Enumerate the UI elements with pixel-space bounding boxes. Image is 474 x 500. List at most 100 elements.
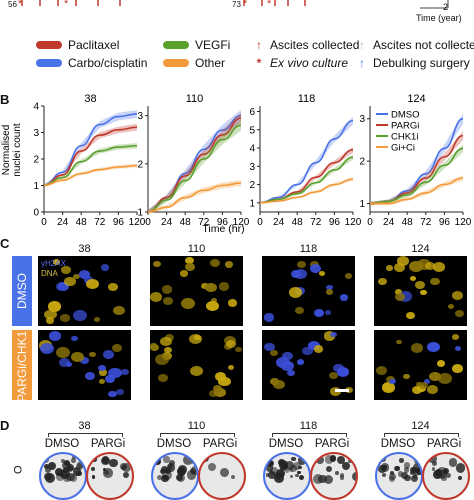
nucleus (48, 330, 62, 341)
legend-label: Carbo/cisplatin (68, 56, 148, 70)
row-label-dmso: DMSO (12, 256, 32, 326)
nucleus (394, 263, 406, 273)
y-tick-label: 3 (137, 111, 143, 122)
nucleus (323, 331, 335, 341)
series-line-chki (369, 147, 464, 205)
colony (61, 458, 66, 464)
y-axis-label: Normalisednuclei count (1, 123, 23, 177)
y-tick-label: 3 (359, 114, 365, 125)
colony (434, 468, 442, 477)
nucleus (104, 374, 116, 384)
panel-d-title: 38 (78, 420, 91, 432)
x-tick-label: 120 (345, 217, 362, 228)
nucleus (188, 333, 202, 345)
x-tick-label: 72 (310, 217, 322, 228)
nucleus (302, 346, 313, 356)
group-bracket (48, 433, 123, 437)
legend-label: PARGi (391, 121, 419, 132)
nucleus (394, 288, 403, 295)
colony (449, 458, 458, 467)
series-line-pargi (147, 117, 242, 213)
y-tick-label: 5 (249, 125, 255, 136)
colony (121, 465, 126, 470)
nucleus (73, 274, 81, 280)
colony (90, 467, 96, 472)
colony (167, 463, 176, 472)
group-bracket (272, 433, 347, 437)
colony (351, 471, 356, 481)
colony (109, 458, 118, 468)
nucleus (455, 345, 462, 351)
colony (208, 463, 217, 472)
colony (457, 475, 463, 481)
legend-label: CHK1i (391, 132, 418, 143)
colony (265, 454, 269, 458)
colony (318, 474, 327, 484)
colony (316, 456, 325, 464)
ex-vivo-marker: * (18, 0, 23, 10)
micrograph (374, 330, 467, 400)
colony (298, 474, 304, 480)
y-tick-label: 1 (33, 181, 39, 192)
nucleus (60, 314, 70, 322)
colony (220, 468, 229, 477)
nucleus (214, 387, 226, 398)
x-tick-label: 120 (455, 217, 472, 228)
row-label-text: PARGi/CHK1i (15, 328, 30, 402)
colony (45, 466, 52, 474)
nucleus (98, 378, 105, 384)
colony (291, 456, 296, 462)
nucleus (405, 312, 415, 320)
nucleus (234, 346, 242, 353)
x-tick-label: 24 (273, 217, 285, 228)
x-tick-label: 72 (198, 217, 210, 228)
row-label-text: DMSO (15, 273, 29, 309)
nucleus (39, 342, 54, 354)
y-tick-label: 0 (33, 208, 39, 219)
colony (42, 455, 50, 463)
panel-d-row-label: DMSO (8, 458, 25, 475)
nucleus (420, 289, 427, 295)
nucleus (225, 339, 237, 349)
colony (103, 468, 113, 478)
colony (325, 465, 333, 472)
nucleus (415, 261, 424, 268)
colony (101, 455, 110, 464)
legend-label: Gi+Ci (391, 143, 415, 154)
nucleus (333, 363, 344, 373)
series-line-gici (147, 182, 242, 213)
colony (335, 471, 339, 475)
x-tick-label: 120 (233, 217, 250, 228)
legend-paclitaxel: Paclitaxel (36, 38, 119, 52)
colony (431, 467, 436, 471)
condition-label-pargi: PARGi (314, 438, 350, 450)
colony-well (422, 452, 470, 500)
colony-well (151, 452, 199, 500)
nucleus (116, 388, 125, 396)
time-axis-label: Time (year) (416, 13, 462, 23)
legend-label: VEGFi (195, 38, 231, 52)
y-tick-label: 4 (249, 144, 255, 155)
colony (54, 467, 64, 477)
colony (441, 475, 447, 482)
nucleus (181, 298, 195, 310)
nucleus (325, 310, 332, 316)
micrograph (150, 330, 243, 400)
colony (182, 454, 193, 465)
nucleus (184, 263, 196, 272)
series-line-dmso (259, 119, 354, 204)
legend-label: DMSO (391, 110, 420, 121)
colony (191, 455, 197, 466)
colony (297, 456, 307, 466)
nucleus (155, 353, 170, 365)
nucleus (164, 347, 173, 354)
micrograph (262, 330, 355, 400)
nucleus (101, 264, 110, 271)
nucleus (209, 259, 220, 268)
x-axis-label: Time (hr) (202, 223, 244, 234)
legend-ascites-not-collected: ↑ Ascites not collected (357, 38, 474, 52)
nucleus (71, 351, 85, 363)
nucleus (290, 269, 301, 279)
nucleus (98, 364, 106, 371)
